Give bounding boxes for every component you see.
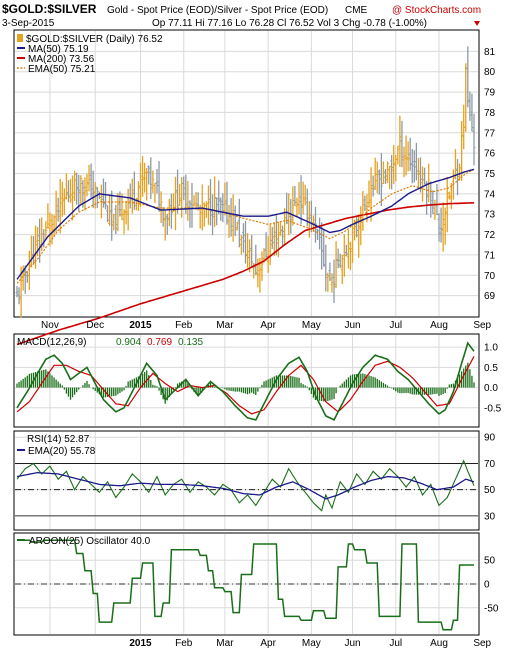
legend-aroon: AROON(25) Oscillator 40.0	[29, 536, 151, 547]
ma200-line	[16, 202, 475, 346]
price-x-tick-label: Sep	[473, 320, 491, 331]
price-y-tick-label: 73	[484, 210, 496, 221]
legend-histogram-value: 0.135	[178, 337, 203, 348]
aroon-legend: AROON(25) Oscillator 40.0	[17, 536, 151, 547]
legend-ema50: EMA(50) 75.21	[28, 64, 96, 75]
aroon-oscillator-line	[17, 539, 474, 631]
macd-panel-frame	[13, 333, 480, 428]
macd-y-tick-label: 0.5	[484, 363, 498, 374]
price-x-tick-label: Nov	[41, 320, 59, 331]
aroon-x-tick-label: Jul	[389, 638, 402, 649]
price-y-tick-label: 81	[484, 47, 496, 58]
ma50-line	[16, 168, 475, 280]
aroon-x-tick-label: Jun	[344, 638, 360, 649]
legend-macd-value: 0.904	[116, 337, 141, 348]
price-x-tick-label: Dec	[86, 320, 104, 331]
price-y-tick-label: 78	[484, 108, 496, 119]
rsi-y-tick-label: 90	[484, 433, 496, 444]
price-legend: $GOLD:$SILVER (Daily) 76.52 MA(50) 75.19…	[17, 34, 163, 75]
exchange-label: CME	[345, 5, 368, 16]
price-y-tick-label: 79	[484, 88, 496, 99]
aroon-x-tick-label: Mar	[216, 638, 234, 649]
axis-label-layer: 69 70 71 72 73 74 75 76 77 78 79 80 81 Nov Dec 2015 Feb M…	[41, 47, 502, 649]
macd-y-tick-label: -0.5	[484, 403, 502, 414]
brand-watermark[interactable]: @ StockCharts.com	[392, 5, 481, 16]
legend-rsi: RSI(14) 52.87	[27, 434, 90, 445]
aroon-x-tick-label: 2015	[129, 638, 152, 649]
aroon-x-tick-label: Sep	[473, 638, 491, 649]
macd-legend: MACD(12,26,9) 0.904 0.769 0.135	[17, 337, 203, 348]
legend-rsi-ema: EMA(20) 55.78	[28, 446, 96, 457]
macd-y-tick-label: 1.0	[484, 343, 498, 354]
price-y-tick-label: 71	[484, 250, 496, 261]
rsi-y-tick-label: 70	[484, 459, 496, 470]
rsi-y-tick-label: 50	[484, 485, 496, 496]
legend-ma50: MA(50) 75.19	[28, 44, 89, 55]
price-y-tick-label: 74	[484, 189, 496, 200]
aroon-x-tick-label: Feb	[175, 638, 193, 649]
rsi-legend: RSI(14) 52.87 EMA(20) 55.78	[17, 434, 96, 457]
price-y-tick-label: 80	[484, 67, 496, 78]
rsi-y-tick-label: 30	[484, 511, 496, 522]
aroon-x-tick-label: Aug	[430, 638, 448, 649]
legend-ma200: MA(200) 73.56	[28, 54, 95, 65]
aroon-x-tick-label: May	[302, 638, 321, 649]
price-y-tick-label: 77	[484, 128, 496, 139]
price-x-tick-label: Jun	[344, 320, 360, 331]
down-arrow-icon	[474, 21, 480, 26]
macd-y-tick-label: 0.0	[484, 383, 498, 394]
price-y-tick-label: 76	[484, 149, 496, 160]
aroon-y-tick-label: 0	[484, 580, 490, 591]
ohlc-summary: Op 77.11 Hi 77.16 Lo 76.28 Cl 76.52 Vol …	[152, 18, 427, 29]
chart-header: $GOLD:$SILVER Gold - Spot Price (EOD)/Si…	[2, 2, 481, 29]
price-y-tick-label: 70	[484, 271, 496, 282]
legend-signal-value: 0.769	[147, 337, 172, 348]
price-x-tick-label: Aug	[430, 320, 448, 331]
legend-bar-swatch	[17, 34, 23, 42]
rsi-line	[16, 459, 475, 512]
price-y-tick-label: 72	[484, 230, 496, 241]
ema50-line	[16, 168, 475, 284]
price-x-tick-label: May	[302, 320, 321, 331]
price-x-tick-label: Apr	[260, 320, 276, 331]
price-x-tick-label: 2015	[129, 320, 152, 331]
data-layer	[15, 46, 478, 631]
symbol-description: Gold - Spot Price (EOD)/Silver - Spot Pr…	[107, 5, 328, 16]
chart-date: 3-Sep-2015	[2, 18, 55, 29]
legend-price: $GOLD:$SILVER (Daily) 76.52	[26, 34, 163, 45]
legend-macd: MACD(12,26,9)	[17, 337, 86, 348]
price-x-tick-label: Jul	[389, 320, 402, 331]
macd-line	[16, 341, 475, 421]
aroon-x-tick-label: Apr	[260, 638, 276, 649]
aroon-y-tick-label: 50	[484, 556, 496, 567]
rsi-ema-line	[16, 471, 475, 500]
symbol-title: $GOLD:$SILVER	[2, 2, 97, 16]
price-y-tick-label: 75	[484, 169, 496, 180]
aroon-y-tick-label: -50	[484, 603, 499, 614]
price-y-tick-label: 69	[484, 291, 496, 302]
price-x-tick-label: Mar	[216, 320, 234, 331]
price-x-tick-label: Feb	[175, 320, 193, 331]
